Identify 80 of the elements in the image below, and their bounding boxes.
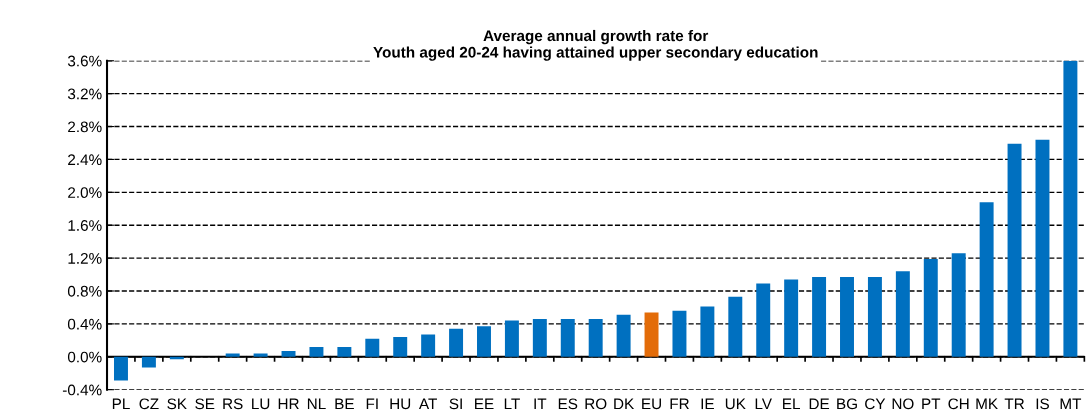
bar bbox=[365, 338, 380, 357]
bar bbox=[895, 271, 910, 357]
x-tick-label: LT bbox=[504, 398, 520, 410]
bar bbox=[672, 310, 687, 357]
x-tick-label: SE bbox=[195, 398, 215, 410]
x-tick-label: MK bbox=[976, 398, 998, 410]
x-tick-label: FI bbox=[366, 398, 378, 410]
y-tick-label: 3.6% bbox=[67, 55, 102, 67]
x-tick-label: IS bbox=[1036, 398, 1049, 410]
bar bbox=[867, 277, 882, 357]
x-tick-label: EE bbox=[475, 398, 494, 410]
x-tick-label: BE bbox=[335, 398, 354, 410]
x-tick-label: NL bbox=[307, 398, 326, 410]
x-tick-label: CH bbox=[948, 398, 969, 410]
bar bbox=[1063, 60, 1078, 357]
y-tick-label: 3.2% bbox=[67, 88, 102, 100]
x-tick-label: SK bbox=[167, 398, 187, 410]
x-tick-label: PT bbox=[922, 398, 941, 410]
x-tick-label: IT bbox=[534, 398, 547, 410]
y-tick-label: 1.2% bbox=[68, 252, 102, 264]
bar bbox=[1007, 143, 1022, 357]
bar bbox=[477, 326, 491, 357]
bar bbox=[421, 334, 436, 357]
y-tick-label: 2.4% bbox=[68, 154, 102, 166]
bar bbox=[532, 318, 547, 357]
bar bbox=[979, 202, 994, 357]
x-tick-label: SI bbox=[449, 398, 462, 410]
x-tick-label: LU bbox=[252, 398, 270, 410]
x-tick-label: PL bbox=[112, 398, 130, 410]
bar bbox=[309, 346, 324, 357]
x-tick-label: EL bbox=[783, 398, 800, 410]
bar bbox=[1035, 139, 1050, 357]
x-tick-label: AT bbox=[418, 398, 437, 410]
y-tick-label: 1.6% bbox=[68, 220, 102, 231]
x-tick-label: CZ bbox=[139, 398, 159, 410]
bar bbox=[700, 306, 715, 357]
y-tick-label: 0.8% bbox=[67, 285, 102, 297]
bar bbox=[225, 353, 240, 357]
x-tick-label: DE bbox=[809, 398, 830, 410]
bar bbox=[504, 320, 519, 357]
x-tick-label: IE bbox=[701, 398, 714, 410]
y-tick-label: 0.4% bbox=[67, 318, 102, 330]
x-tick-label: HU bbox=[390, 398, 411, 410]
bar bbox=[812, 277, 827, 357]
bar bbox=[114, 356, 128, 381]
y-tick-label: 2.0% bbox=[68, 187, 102, 199]
bar bbox=[923, 258, 938, 357]
x-tick-label: RO bbox=[585, 398, 607, 410]
x-tick-label: HR bbox=[278, 398, 299, 410]
x-tick-label: LV bbox=[755, 398, 772, 410]
bar bbox=[141, 356, 156, 368]
x-tick-label: FR bbox=[670, 398, 689, 410]
bar bbox=[588, 318, 603, 357]
bar bbox=[840, 277, 854, 357]
bar bbox=[560, 318, 575, 357]
bar bbox=[756, 283, 771, 357]
y-tick-label: 2.8% bbox=[68, 121, 102, 133]
x-tick-label: CY bbox=[865, 398, 886, 410]
x-tick-label: TR bbox=[1004, 398, 1025, 410]
bar bbox=[951, 253, 966, 357]
y-tick-label: -0.4% bbox=[62, 384, 102, 396]
chart-title: Average annual growth rate for Youth aged 20-24 having attained upper secondary education bbox=[373, 29, 818, 61]
x-tick-label: MT bbox=[1060, 398, 1082, 410]
bar bbox=[253, 353, 268, 357]
x-tick-label: NO bbox=[892, 398, 914, 410]
x-tick-label: EU bbox=[642, 398, 661, 410]
bar bbox=[449, 328, 464, 357]
bar bbox=[644, 312, 659, 357]
bar bbox=[281, 351, 296, 357]
x-tick-label: UK bbox=[725, 398, 746, 410]
bar bbox=[728, 296, 743, 357]
x-tick-label: ES bbox=[558, 398, 578, 410]
bar bbox=[784, 279, 799, 357]
bar bbox=[337, 346, 352, 357]
x-tick-label: RS bbox=[223, 398, 243, 410]
x-tick-label: BG bbox=[837, 398, 857, 410]
x-tick-label: DK bbox=[614, 398, 635, 410]
bar bbox=[616, 314, 631, 357]
bar bbox=[393, 337, 408, 357]
y-tick-label: 0.0% bbox=[67, 351, 102, 363]
